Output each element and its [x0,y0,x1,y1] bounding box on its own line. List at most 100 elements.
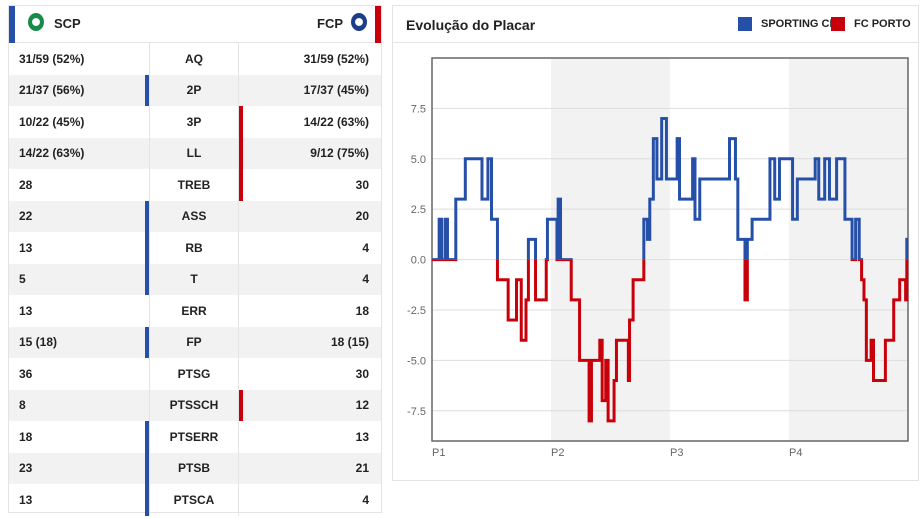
home-value: 8 [19,398,26,413]
away-value: 14/22 (63%) [303,114,369,129]
y-tick-label: -5.0 [407,355,426,367]
sporting-logo-icon [28,13,44,31]
home-leader-marker [145,232,149,264]
stat-label: ASS [149,200,239,232]
away-value: 12 [355,398,369,413]
home-leader-marker [145,484,149,516]
home-leader-marker [145,326,149,358]
away-value: 13 [355,429,369,444]
stat-label: 3P [149,106,239,138]
stat-label: PTSG [149,358,239,390]
period-band [789,58,908,441]
x-tick-label: P2 [551,447,564,459]
away-team-abbr: FCP [317,16,343,31]
table-row: 13 PTSCA 4 [9,484,381,516]
score-evolution-panel: Evolução do Placar SPORTING CP FC PORTO … [392,5,919,481]
legend-swatch-home [738,17,752,31]
home-color-bar [9,6,15,43]
away-value: 4 [362,492,369,507]
home-value: 14/22 (63%) [19,146,85,161]
table-row: 14/22 (63%) LL 9/12 (75%) [9,137,381,169]
stat-label: ERR [149,295,239,327]
legend-swatch-away [831,17,845,31]
chart-title: Evolução do Placar [406,17,536,33]
home-value: 10/22 (45%) [19,114,85,129]
stat-label: AQ [149,43,239,75]
x-tick-label: P4 [789,447,802,459]
away-value: 18 [355,303,369,318]
away-value: 9/12 (75%) [310,146,369,161]
y-tick-label: 0.0 [411,255,426,267]
table-row: 28 TREB 30 [9,169,381,201]
home-team-abbr: SCP [54,16,81,31]
table-header: SCP FCP [9,6,381,43]
stat-label: PTSERR [149,421,239,453]
home-leader-marker [145,263,149,295]
away-leader-marker [239,137,243,169]
home-value: 23 [19,461,33,476]
table-row: 13 ERR 18 [9,295,381,327]
home-value: 31/59 (52%) [19,51,85,66]
stat-label: LL [149,137,239,169]
y-tick-label: -7.5 [407,406,426,418]
away-color-bar [375,6,381,43]
legend-away: FC PORTO [831,17,911,31]
home-value: 22 [19,209,33,224]
away-value: 21 [355,461,369,476]
y-tick-label: 7.5 [411,103,426,115]
home-leader-marker [145,200,149,232]
away-value: 17/37 (45%) [303,83,369,98]
table-row: 18 PTSERR 13 [9,421,381,453]
y-tick-label: -2.5 [407,305,426,317]
stat-label: TREB [149,169,239,201]
home-value: 13 [19,240,33,255]
away-leader-marker [239,169,243,201]
away-leader-marker [239,389,243,421]
table-row: 22 ASS 20 [9,200,381,232]
stat-label: PTSSCH [149,389,239,421]
table-row: 15 (18) FP 18 (15) [9,326,381,358]
home-value: 15 (18) [19,335,58,350]
y-tick-label: 2.5 [411,204,426,216]
table-row: 21/37 (56%) 2P 17/37 (45%) [9,74,381,106]
home-value: 28 [19,177,33,192]
away-lead-line [432,259,909,423]
stat-label: FP [149,326,239,358]
home-value: 13 [19,492,33,507]
legend-home: SPORTING CP [738,17,837,31]
stat-label: PTSB [149,452,239,484]
home-value: 36 [19,366,33,381]
boxscore-table: SCP FCP 31/59 (52%) AQ 31/59 (52%) 21/37 … [8,5,382,516]
away-value: 30 [355,366,369,381]
stat-label: RB [149,232,239,264]
home-leader-marker [145,421,149,453]
stat-label: T [149,263,239,295]
home-value: 13 [19,303,33,318]
home-value: 21/37 (56%) [19,83,85,98]
home-leader-marker [145,452,149,484]
away-value: 4 [362,272,369,287]
table-row: 10/22 (45%) 3P 14/22 (63%) [9,106,381,138]
stat-label: PTSCA [149,484,239,516]
stat-label: 2P [149,74,239,106]
x-tick-label: P1 [432,447,445,459]
table-row: 23 PTSB 21 [9,452,381,484]
home-leader-marker [145,74,149,106]
home-lead-line [432,116,909,260]
table-row: 31/59 (52%) AQ 31/59 (52%) [9,43,381,75]
home-value: 18 [19,429,33,444]
away-value: 30 [355,177,369,192]
away-value: 18 (15) [330,335,369,350]
table-row: 13 RB 4 [9,232,381,264]
legend-label-away: FC PORTO [854,18,911,30]
table-row: 36 PTSG 30 [9,358,381,390]
porto-logo-icon [351,13,367,31]
away-value: 31/59 (52%) [303,51,369,66]
away-value: 4 [362,240,369,255]
away-leader-marker [239,106,243,138]
home-value: 5 [19,272,26,287]
x-tick-label: P3 [670,447,683,459]
legend-label-home: SPORTING CP [761,18,837,30]
y-tick-label: 5.0 [411,154,426,166]
table-row: 8 PTSSCH 12 [9,389,381,421]
